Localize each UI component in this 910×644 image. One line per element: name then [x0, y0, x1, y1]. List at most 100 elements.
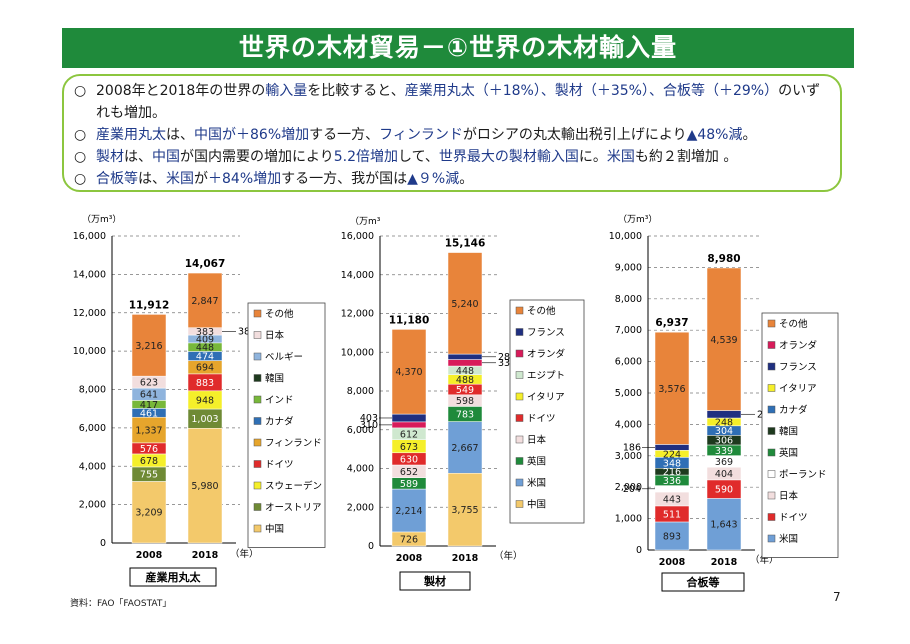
- plain-text: する一方、: [309, 127, 380, 143]
- x-axis-label: （年）: [494, 550, 523, 562]
- summary-text: 製材は、中国が国内需要の増加により5.2倍増加して、世界最大の製材輸入国に。米国…: [96, 146, 737, 168]
- legend-label: 日本: [779, 490, 799, 502]
- legend-label: 英国: [527, 456, 546, 468]
- data-label: 694: [196, 363, 214, 374]
- data-label: 306: [715, 436, 733, 447]
- legend-swatch: [767, 341, 776, 349]
- side-value-label: 204: [623, 484, 641, 495]
- plain-text: のいずれも増加。: [96, 83, 821, 121]
- data-label: 893: [663, 531, 681, 542]
- plain-text: は、: [138, 171, 166, 187]
- legend-label: ポーランド: [779, 470, 827, 481]
- bullet-icon: ○: [74, 127, 87, 143]
- y-tick-label: 2,000: [79, 500, 106, 511]
- data-label: 652: [400, 467, 418, 478]
- summary-item: ○ 産業用丸太は、中国が＋86%増加する一方、フィンランドがロシアの丸太輸出税引上…: [74, 124, 832, 146]
- charts-area: （万m³） 0 2,000 4,000 6,000 8,000 10,000 12,000 14…: [73, 214, 839, 592]
- legend-label: カナダ: [265, 416, 294, 428]
- y-tick-label: 0: [368, 541, 374, 552]
- legend-label: 韓国: [779, 427, 798, 438]
- summary-text: 産業用丸太は、中国が＋86%増加する一方、フィンランドがロシアの丸太輸出税引上げ…: [96, 124, 756, 146]
- bar-segment-その他: [654, 331, 690, 445]
- y-tick-label: 8,000: [615, 294, 642, 305]
- plain-text: を比較すると、: [307, 83, 405, 99]
- chart-title: 合板等: [687, 575, 720, 589]
- legend-label: スウェーデン: [265, 480, 322, 492]
- legend-label: 中国: [527, 499, 546, 511]
- legend-label: 中国: [265, 523, 284, 535]
- legend-label: オランダ: [527, 348, 566, 360]
- legend-swatch: [253, 309, 262, 318]
- legend-label: 韓国: [265, 374, 284, 385]
- legend-label: カナダ: [779, 404, 808, 416]
- y-tick-label: 10,000: [609, 231, 642, 242]
- legend-swatch: [515, 414, 524, 422]
- total-label: 8,980: [707, 253, 740, 265]
- data-label: 216: [663, 467, 681, 478]
- bar-segment-米国: [447, 421, 483, 474]
- data-label: 511: [663, 509, 681, 520]
- summary-item: ○ 2008年と2018年の世界の輸入量を比較すると、産業用丸太（＋18%）、製材…: [74, 80, 832, 124]
- y-tick-label: 16,000: [341, 231, 374, 242]
- unit-label: （万m³）: [82, 214, 121, 225]
- legend-label: フランス: [779, 362, 817, 373]
- legend-swatch: [253, 331, 262, 339]
- legend-swatch: [515, 435, 524, 444]
- legend-label: オーストリア: [265, 503, 322, 514]
- data-label: 369: [715, 457, 733, 468]
- data-label: 224: [663, 449, 681, 460]
- page-title: 世界の木材貿易－①世界の木材輸入量: [62, 28, 854, 68]
- data-label: 883: [196, 378, 214, 389]
- legend-swatch: [253, 524, 262, 533]
- legend-swatch: [767, 319, 776, 328]
- y-tick-label: 14,000: [73, 269, 106, 280]
- legend-swatch: [767, 470, 776, 478]
- summary-text: 合板等は、米国が＋84%増加する一方、我が国は▲９%減。: [96, 168, 473, 190]
- data-label: 3,576: [658, 384, 685, 395]
- bar-segment-中国: [187, 428, 223, 544]
- legend-swatch: [253, 374, 262, 382]
- data-label: 3,209: [135, 508, 162, 519]
- data-label: 488: [456, 375, 474, 386]
- highlight-text: 産業用丸太: [96, 127, 166, 143]
- legend-label: その他: [779, 318, 808, 330]
- data-label: 598: [456, 396, 474, 407]
- legend-swatch: [515, 457, 524, 465]
- plain-text: 。: [459, 171, 474, 187]
- y-tick-label: 1,000: [615, 514, 642, 525]
- highlight-text: 合板等: [96, 171, 138, 187]
- side-value-label: 383: [238, 326, 256, 337]
- legend-label: その他: [527, 305, 556, 317]
- legend-swatch: [767, 362, 776, 371]
- legend-swatch: [253, 481, 262, 490]
- plain-text: する一方、我が国は: [281, 171, 408, 187]
- x-tick-label: 2018: [711, 557, 738, 568]
- legend-swatch: [515, 371, 524, 379]
- bar-segment-フランス: [391, 413, 427, 423]
- plain-text: が: [194, 171, 208, 187]
- bar-segment-フランス: [447, 353, 483, 360]
- chart-title-box: [399, 571, 471, 591]
- side-value-label: 310: [360, 420, 378, 431]
- data-label: 2,667: [451, 443, 478, 454]
- data-label: 448: [456, 366, 474, 377]
- x-tick-label: 2008: [136, 550, 163, 561]
- data-label: 549: [456, 385, 474, 396]
- y-tick-label: 2,000: [347, 502, 374, 513]
- legend-swatch: [767, 448, 776, 457]
- source-note: 資料：FAO「FAOSTAT」: [70, 599, 172, 609]
- side-value-label: 186: [623, 442, 641, 453]
- y-tick-label: 6,000: [79, 423, 106, 434]
- legend-label: ドイツ: [265, 460, 294, 471]
- plain-text: 2008年と2018年の世界の: [96, 83, 266, 99]
- legend-label: 日本: [527, 434, 547, 446]
- highlight-text: ＋84%増加: [208, 171, 282, 187]
- bar-segment-フィンランド: [131, 416, 167, 444]
- y-tick-label: 7,000: [615, 325, 642, 336]
- legend-label: エジプト: [527, 371, 565, 382]
- bar-segment-フランス: [654, 444, 690, 451]
- data-label: 474: [196, 352, 214, 363]
- total-label: 14,067: [185, 258, 226, 270]
- highlight-text: 製材: [96, 149, 124, 165]
- data-label: 783: [456, 409, 474, 420]
